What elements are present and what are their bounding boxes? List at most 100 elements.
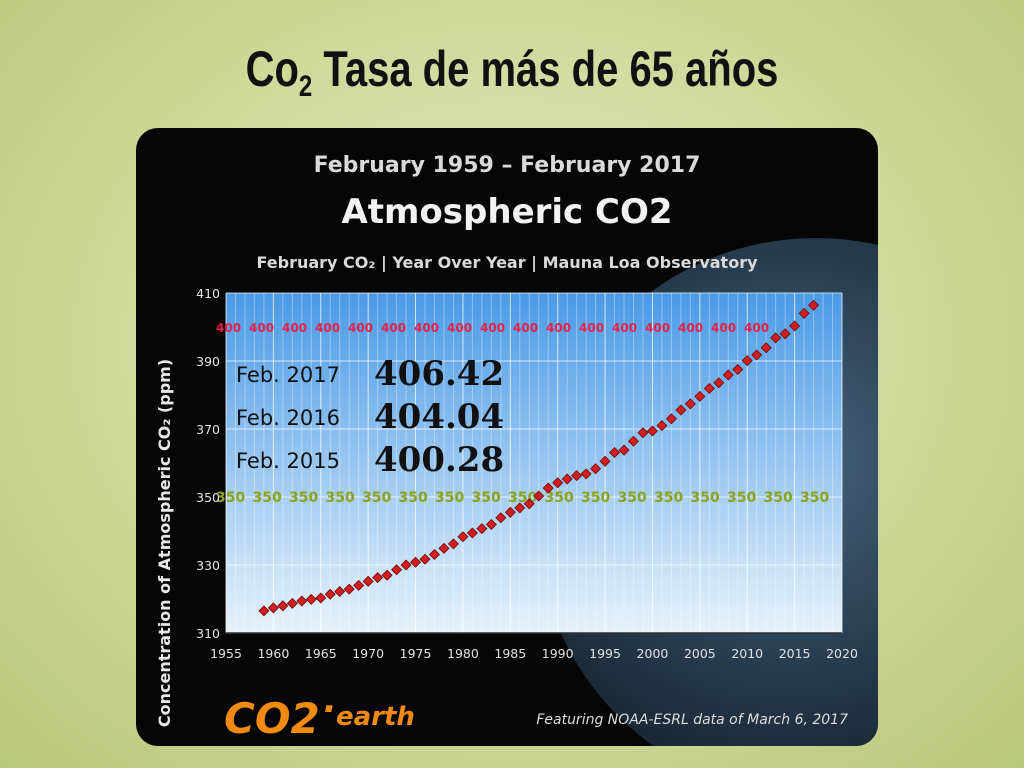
reference-label-400: 400	[678, 321, 703, 335]
data-point	[400, 559, 412, 571]
data-point	[391, 564, 403, 576]
data-point	[665, 413, 677, 425]
data-point	[504, 506, 516, 518]
data-point	[751, 349, 763, 361]
data-point	[637, 427, 649, 439]
data-point	[419, 553, 431, 565]
x-tick-label: 1965	[305, 646, 337, 661]
data-point	[760, 342, 772, 354]
data-point	[305, 593, 317, 605]
highlight-value: 400.28	[374, 440, 504, 480]
data-point	[296, 595, 308, 607]
reference-label-400: 400	[315, 321, 340, 335]
reference-label-350: 350	[289, 490, 318, 506]
highlight-value: 404.04	[374, 397, 504, 437]
y-tick-label: 310	[196, 626, 220, 641]
reference-label-350: 350	[326, 490, 355, 506]
brand-co2: CO2	[224, 694, 320, 743]
data-point	[599, 455, 611, 467]
highlight-label: Feb. 2016	[236, 406, 340, 430]
reference-label-400: 400	[579, 321, 604, 335]
data-point	[277, 600, 289, 612]
x-tick-label: 1980	[447, 646, 479, 661]
reference-label-350: 350	[253, 490, 282, 506]
data-point	[457, 531, 469, 543]
slide-title: Co2 Tasa de más de 65 años	[102, 40, 921, 104]
data-point	[334, 586, 346, 598]
y-tick-label: 370	[196, 422, 220, 437]
data-point	[561, 473, 573, 485]
x-tick-label: 1985	[494, 646, 526, 661]
x-tick-label: 1955	[210, 646, 242, 661]
chart-card: February 1959 – February 2017 Atmospheri…	[136, 128, 878, 746]
reference-label-400: 400	[348, 321, 373, 335]
data-point	[580, 468, 592, 480]
reference-label-400: 400	[744, 321, 769, 335]
reference-label-400: 400	[216, 321, 241, 335]
y-tick-label: 410	[196, 286, 220, 301]
data-point	[514, 502, 526, 514]
data-points	[258, 299, 820, 617]
reference-label-350: 350	[764, 490, 793, 506]
data-point	[722, 369, 734, 381]
reference-label-400: 400	[612, 321, 637, 335]
reference-label-350: 350	[472, 490, 501, 506]
data-point	[362, 575, 374, 587]
data-point	[656, 420, 668, 432]
data-point	[713, 377, 725, 389]
data-point	[343, 583, 355, 595]
highlight-label: Feb. 2015	[236, 449, 340, 473]
x-tick-label: 2010	[731, 646, 763, 661]
data-point	[732, 363, 744, 376]
y-tick-label: 390	[196, 354, 220, 369]
brand-earth: earth	[336, 702, 415, 732]
reference-label-350: 350	[216, 490, 245, 506]
data-point	[789, 320, 801, 332]
data-point	[703, 383, 715, 395]
data-point	[523, 498, 535, 510]
data-point	[372, 572, 384, 584]
reference-label-350: 350	[691, 490, 720, 506]
data-point	[542, 482, 554, 494]
data-point	[495, 512, 507, 524]
data-point	[646, 425, 658, 437]
x-tick-label: 1970	[352, 646, 384, 661]
data-point	[618, 444, 630, 456]
data-point	[315, 592, 327, 604]
data-point	[779, 328, 791, 340]
data-point	[381, 569, 393, 581]
reference-label-400: 400	[711, 321, 736, 335]
x-axis-ticks: 1955 1960 1965 1970 1975 1980 1985 1990 1995 2000…	[210, 646, 858, 661]
data-point	[428, 548, 441, 560]
reference-labels: 400 400 400 400 400 400 400 400 400 400 400 400 400 4…	[216, 321, 829, 506]
data-point	[741, 355, 753, 367]
highlight-values: Feb. 2017 406.42 Feb. 2016 404.04 Feb. 2015 4…	[236, 354, 504, 480]
reference-label-350: 350	[727, 490, 756, 506]
x-tick-label: 1960	[257, 646, 289, 661]
data-point	[267, 602, 279, 614]
data-point	[533, 490, 545, 502]
data-point	[798, 307, 810, 319]
reference-label-400: 400	[249, 321, 274, 335]
data-point	[324, 588, 336, 600]
data-point	[410, 556, 422, 568]
x-tick-label: 1990	[542, 646, 574, 661]
reference-label-400: 400	[447, 321, 472, 335]
data-point	[286, 597, 298, 609]
y-tick-label: 350	[196, 490, 220, 505]
data-point	[571, 470, 583, 482]
data-point	[466, 527, 478, 539]
chart-subtitle: February CO₂ | Year Over Year | Mauna Lo…	[256, 253, 758, 273]
reference-label-400: 400	[282, 321, 307, 335]
title-pre: Co	[245, 41, 299, 97]
data-point	[485, 519, 497, 531]
x-tick-label: 1975	[400, 646, 432, 661]
x-tick-label: 2015	[779, 646, 811, 661]
reference-label-400: 400	[645, 321, 670, 335]
x-tick-label: 2000	[637, 646, 669, 661]
reference-label-350: 350	[435, 490, 464, 506]
reference-label-400: 400	[414, 321, 439, 335]
data-point	[770, 332, 782, 344]
reference-label-350: 350	[581, 490, 610, 506]
highlight-label: Feb. 2017	[236, 363, 340, 387]
